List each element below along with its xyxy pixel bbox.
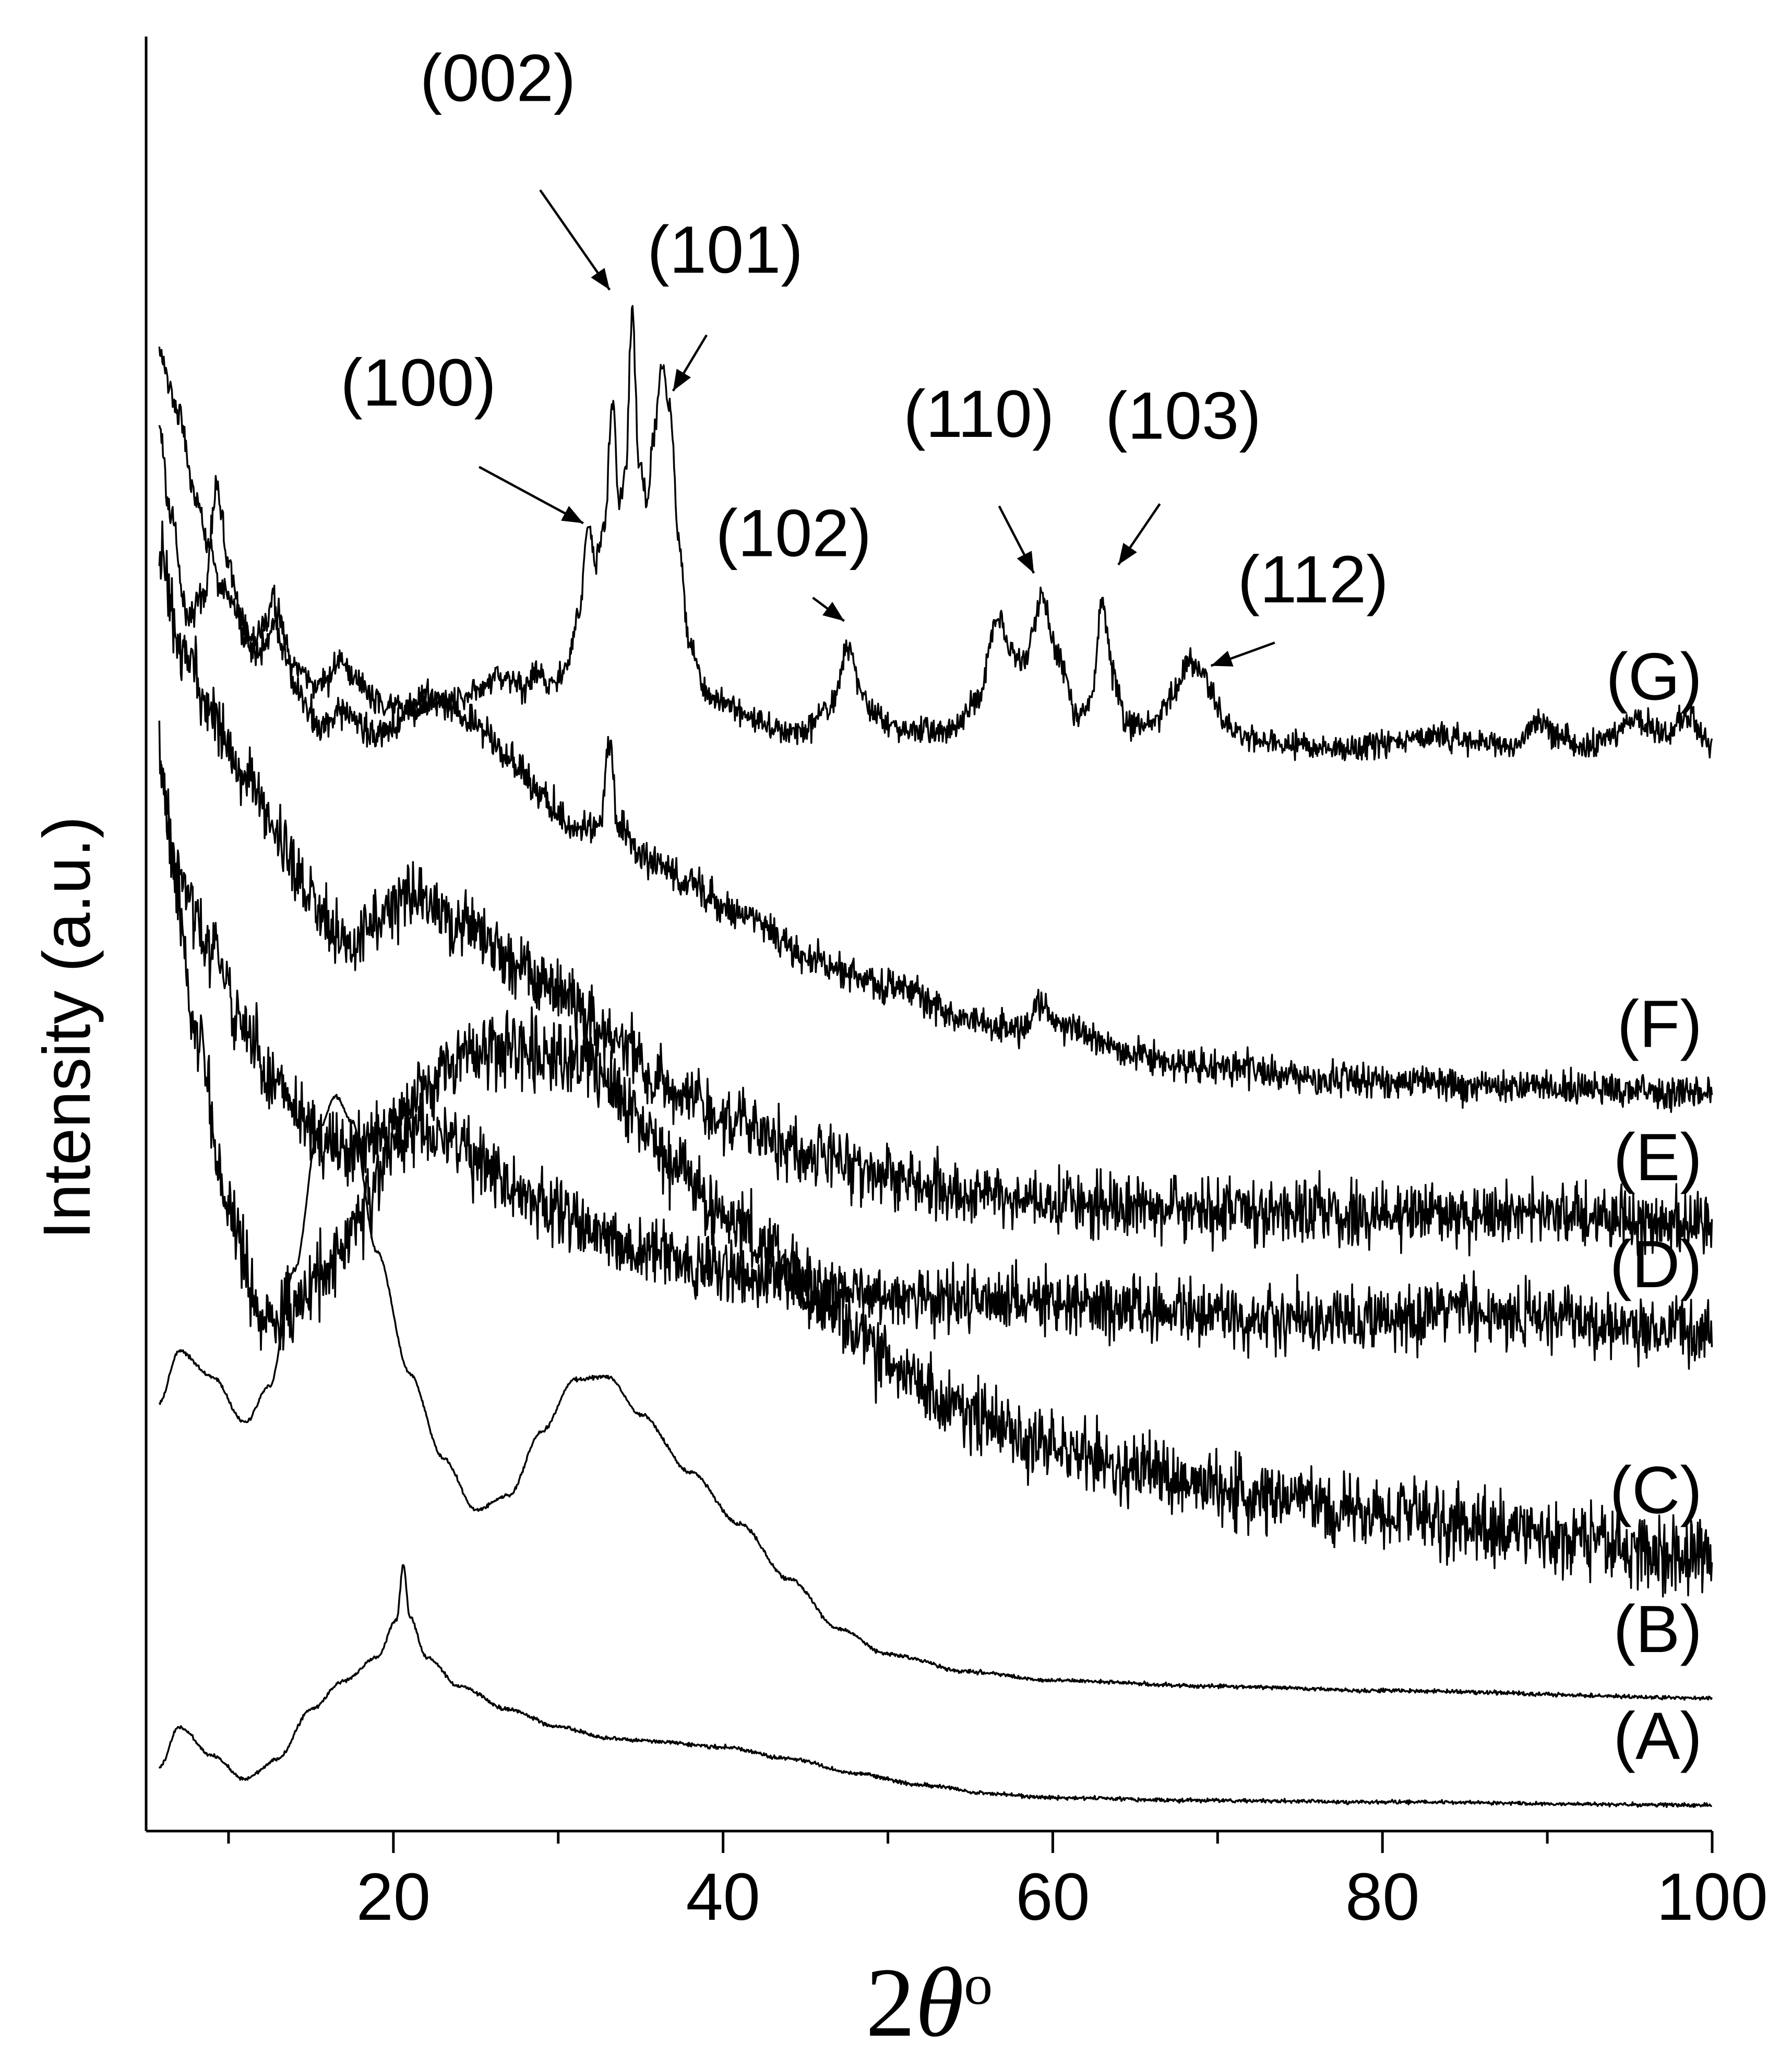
x-tick-label: 20	[356, 1860, 431, 1934]
peak-arrow-head	[1211, 650, 1234, 667]
peak-label: (112)	[1238, 542, 1389, 617]
trace-label: (C)	[1609, 1453, 1702, 1528]
x-ticks	[227, 1831, 1714, 1853]
peak-annotation: (103)	[1105, 378, 1261, 566]
x-tick-label: 60	[1016, 1860, 1090, 1934]
xrd-trace	[158, 1094, 1713, 1701]
trace-labels: (A) (B) (C) (D) (E) (F) (G)	[1606, 640, 1702, 1774]
peak-label: (103)	[1105, 378, 1261, 453]
peak-label: (100)	[340, 346, 496, 420]
trace-label: (D)	[1609, 1227, 1702, 1302]
peak-annotation: (101)	[647, 213, 803, 392]
trace-label: (A)	[1613, 1699, 1702, 1774]
peak-annotation: (100)	[340, 346, 584, 525]
x-axis-label-num: 2	[866, 1948, 915, 2058]
xrd-trace	[158, 425, 1713, 1113]
x-tick-label: 100	[1656, 1860, 1768, 1934]
trace-label: (G)	[1606, 640, 1702, 715]
peak-annotation: (102)	[715, 496, 871, 622]
plot-traces	[158, 305, 1713, 1808]
x-axis-label: 2θo	[866, 1948, 993, 2058]
peak-annotation: (002)	[420, 41, 611, 291]
peak-label: (110)	[903, 377, 1054, 452]
peak-annotation: (110)	[903, 377, 1054, 574]
x-axis-label-degree: o	[964, 1953, 993, 2016]
trace-label: (B)	[1613, 1592, 1702, 1667]
peak-arrow-head	[1017, 551, 1034, 574]
xrd-trace	[158, 520, 1713, 1257]
xrd-trace	[158, 720, 1713, 1598]
xrd-trace	[158, 305, 1713, 762]
peak-arrow-head	[591, 268, 610, 290]
peak-label: (002)	[420, 41, 576, 116]
trace-label: (F)	[1617, 987, 1702, 1062]
peak-annotation: (112)	[1210, 542, 1389, 667]
peak-annotations: (100) (002) (101) (102) (110) (103) (112)	[340, 41, 1389, 667]
x-tick-labels: 20 40 60 80 100	[356, 1860, 1768, 1934]
peak-arrow-head	[561, 506, 583, 524]
peak-label: (101)	[647, 213, 803, 288]
trace-label: (E)	[1613, 1120, 1702, 1195]
xrd-trace	[159, 760, 1713, 1370]
peak-arrow-head	[822, 602, 844, 621]
x-tick-label: 80	[1345, 1860, 1419, 1934]
xrd-trace	[158, 1564, 1713, 1808]
peak-label: (102)	[715, 496, 871, 571]
x-tick-label: 40	[686, 1860, 760, 1934]
peak-arrow-head	[1118, 543, 1137, 565]
y-axis-label: Intensity (a.u.)	[30, 816, 104, 1240]
peak-arrow-head	[673, 369, 691, 391]
x-axis-label-theta: θ	[915, 1948, 964, 2058]
